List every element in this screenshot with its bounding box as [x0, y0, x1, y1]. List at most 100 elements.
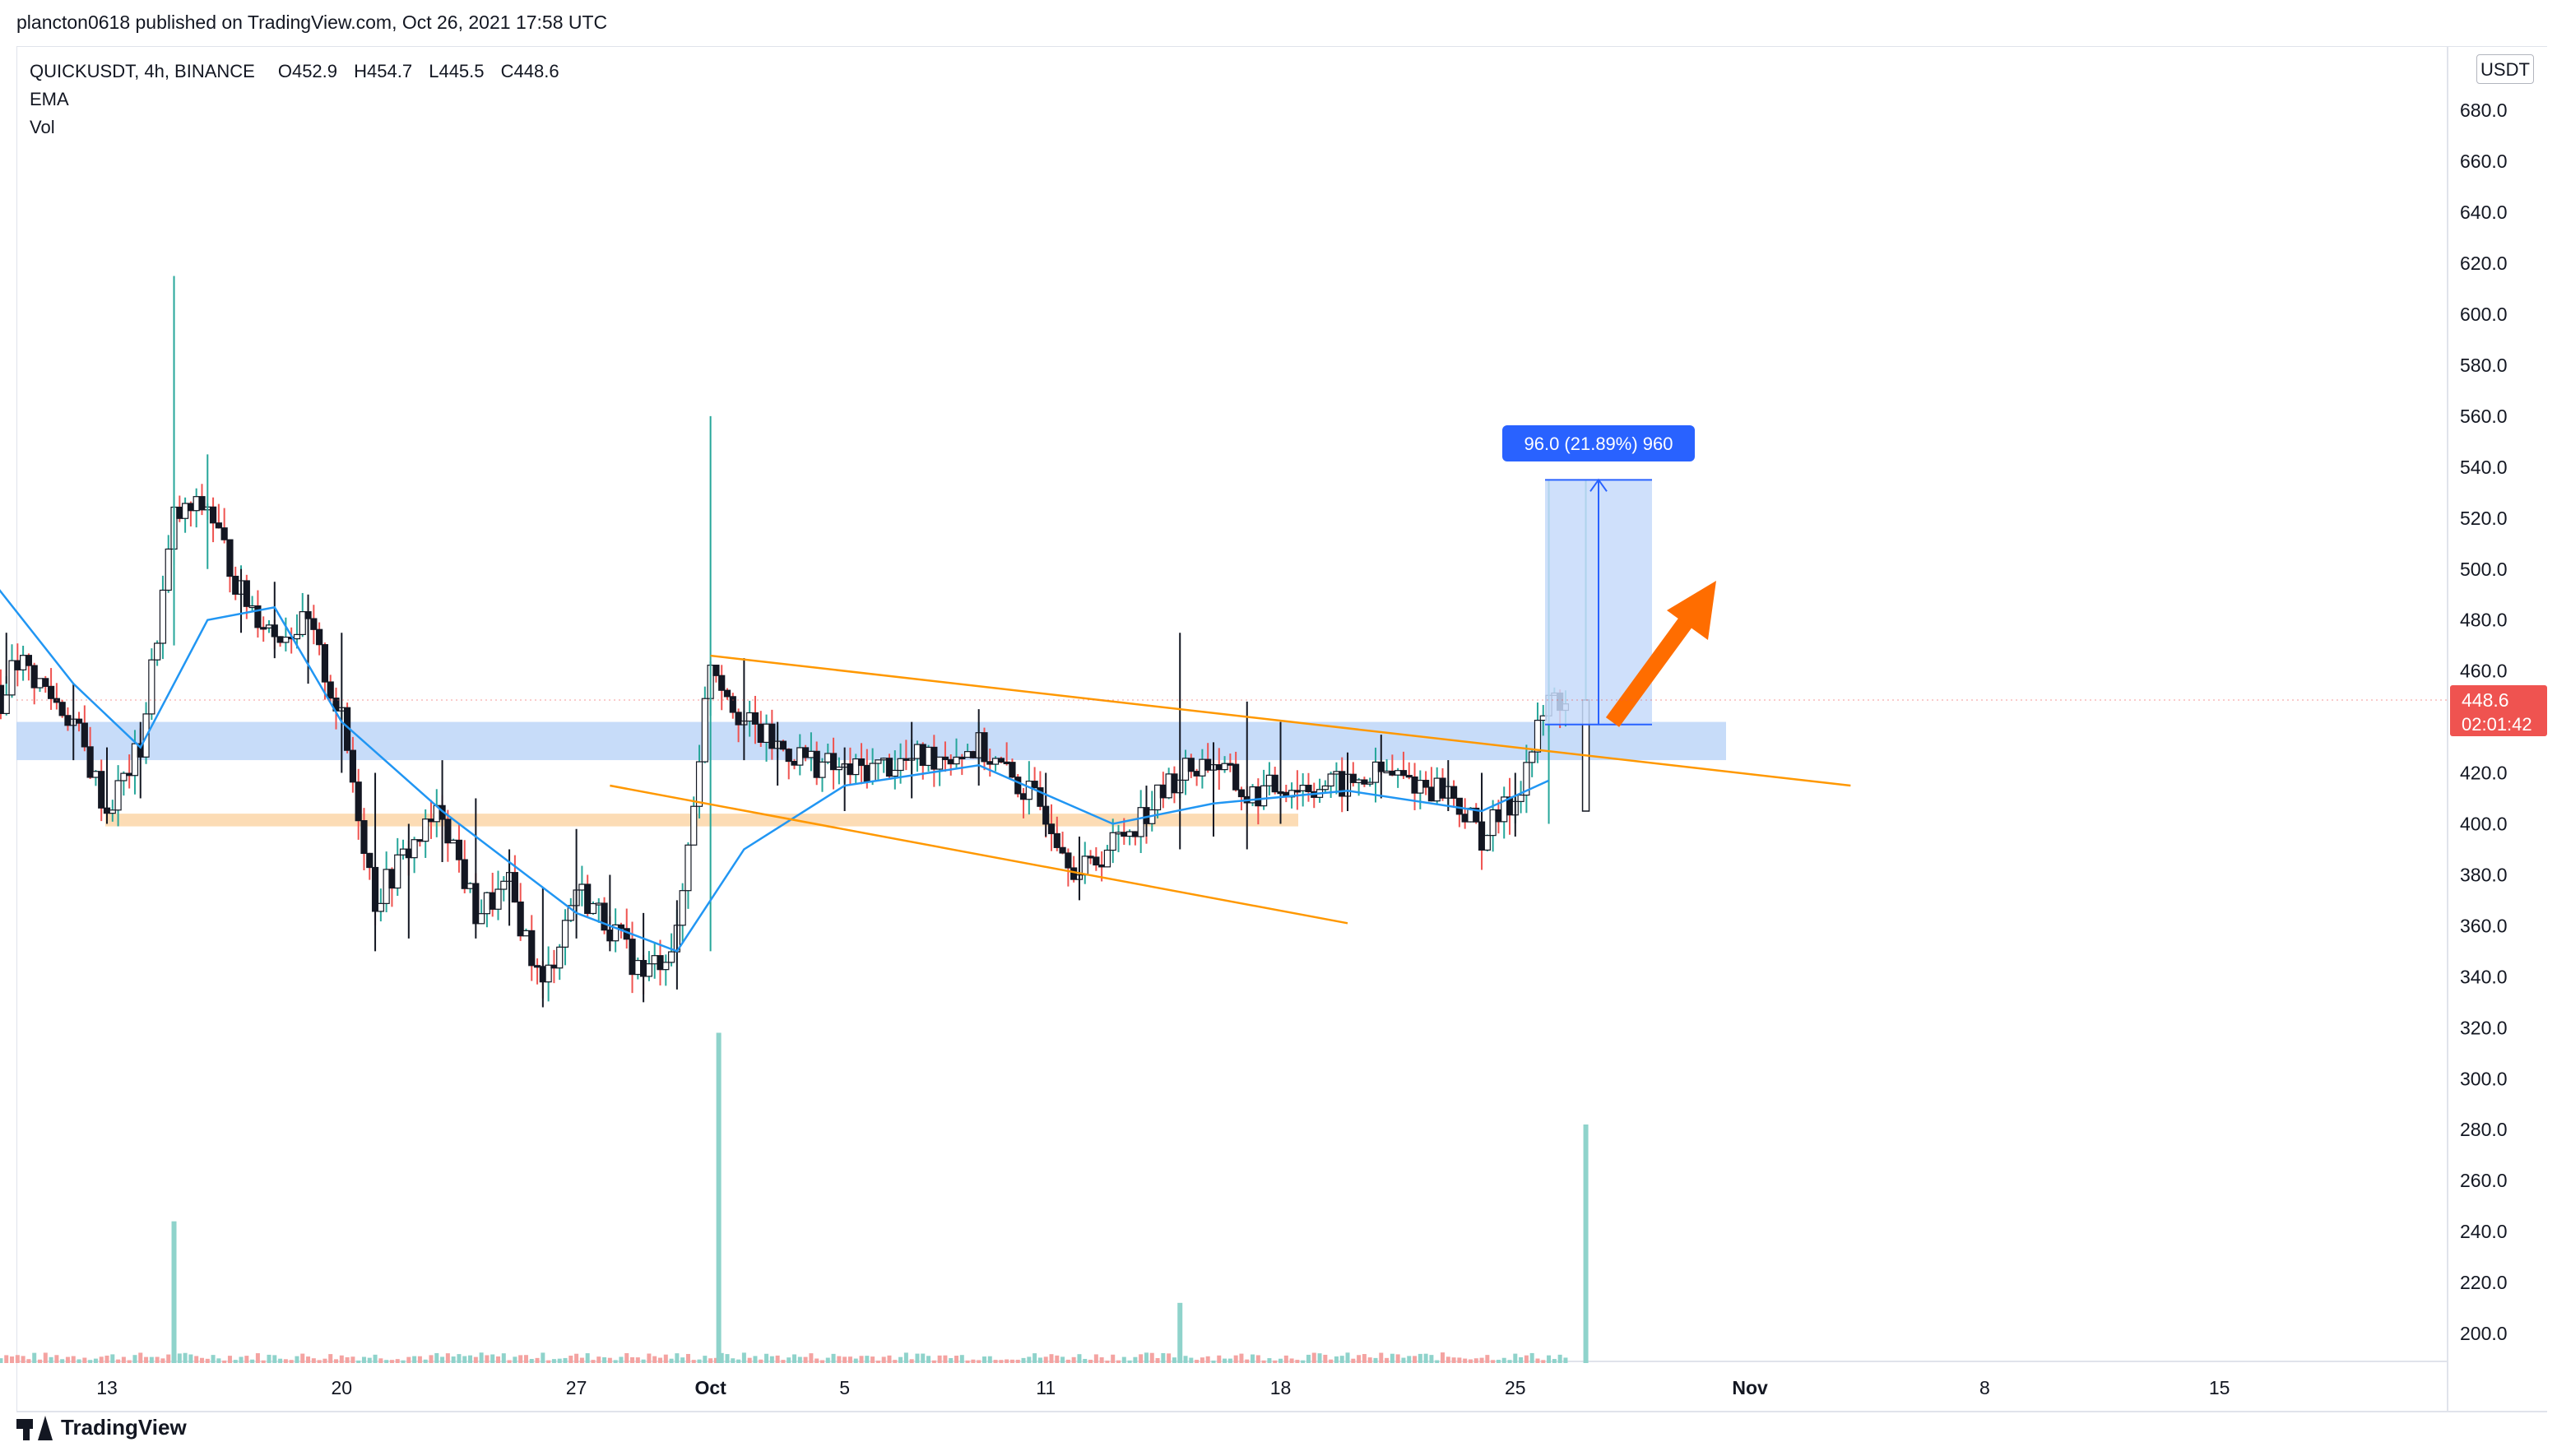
volume-bar	[971, 1359, 976, 1363]
bar-countdown: 02:01:42	[2462, 714, 2532, 735]
volume-bar	[1273, 1360, 1278, 1363]
volume-bar	[663, 1354, 668, 1363]
volume-bar	[1351, 1358, 1356, 1363]
candle-body	[813, 750, 820, 778]
currency-unit-button[interactable]: USDT	[2476, 54, 2534, 84]
volume-bar	[177, 1353, 182, 1363]
brand-name: TradingView	[61, 1415, 187, 1440]
candle-body	[1495, 809, 1502, 823]
candle-body	[567, 905, 574, 921]
candle-body	[109, 809, 116, 814]
candle-body	[316, 628, 323, 646]
bullish-arrow-head-icon	[1667, 581, 1716, 640]
volume-bar	[1479, 1357, 1484, 1363]
volume-indicator-label[interactable]: Vol	[30, 117, 55, 137]
volume-bar	[781, 1360, 786, 1363]
volume-bar	[423, 1359, 428, 1363]
tradingview-logo-icon	[16, 1415, 53, 1440]
candle-body	[276, 636, 284, 643]
ema-indicator-label[interactable]: EMA	[30, 89, 69, 109]
volume-bar	[77, 1359, 81, 1363]
volume-bar	[1323, 1354, 1328, 1363]
candle-body	[511, 872, 518, 903]
time-tick-label: 15	[2209, 1377, 2230, 1398]
candle-body	[1014, 777, 1022, 795]
candle-body	[92, 771, 100, 778]
candle-body	[1204, 758, 1212, 771]
volume-bar	[847, 1356, 852, 1363]
volume-bar	[898, 1356, 903, 1363]
volume-bar	[837, 1356, 842, 1363]
volume-bar	[1524, 1355, 1529, 1363]
candle-body	[478, 913, 485, 925]
volume-bar	[731, 1358, 736, 1363]
candle-body	[517, 901, 524, 937]
candle-body	[299, 611, 306, 636]
candle-body	[8, 660, 16, 696]
candle-body	[1327, 773, 1334, 787]
time-tick-label: 11	[1036, 1377, 1056, 1398]
ema-line	[0, 589, 1550, 953]
volume-bar	[1379, 1352, 1384, 1363]
volume-bar	[753, 1356, 758, 1363]
candle-body	[165, 548, 172, 591]
volume-bar	[993, 1360, 998, 1363]
volume-spike-bar	[1177, 1302, 1183, 1363]
candle-body	[941, 756, 949, 761]
volume-bar	[769, 1356, 774, 1363]
symbol-label[interactable]: QUICKUSDT, 4h, BINANCE	[30, 61, 255, 81]
volume-bar	[216, 1358, 221, 1363]
volume-bar	[1121, 1356, 1126, 1363]
volume-bar	[931, 1360, 936, 1363]
volume-bar	[1239, 1353, 1244, 1363]
volume-bar	[579, 1357, 584, 1363]
candle-body	[355, 781, 362, 822]
volume-bar	[4, 1355, 9, 1363]
volume-bar	[1105, 1360, 1110, 1363]
volume-bar	[787, 1357, 791, 1363]
candle-body	[1037, 787, 1044, 807]
candle-body	[187, 503, 194, 512]
candle-body	[75, 718, 83, 724]
volume-bar	[541, 1352, 545, 1363]
candle-body	[1199, 758, 1206, 777]
candle-body	[321, 644, 329, 683]
candle-body	[42, 678, 49, 688]
candle-body	[1221, 763, 1228, 771]
close-value: C448.6	[500, 61, 559, 81]
open-value: O452.9	[277, 61, 338, 81]
price-tick-label: 200.0	[2460, 1323, 2508, 1344]
candle-body	[735, 712, 742, 726]
volume-bar	[54, 1355, 59, 1363]
volume-bar	[1049, 1354, 1054, 1363]
volume-bar	[647, 1353, 652, 1363]
volume-bar	[1223, 1358, 1227, 1363]
volume-bar	[1329, 1359, 1334, 1363]
volume-bar	[127, 1360, 132, 1363]
last-price-value: 448.6	[2462, 689, 2509, 711]
volume-bar	[60, 1359, 65, 1363]
volume-bar	[1211, 1360, 1216, 1363]
volume-bar	[367, 1357, 372, 1363]
volume-bar	[155, 1356, 160, 1363]
volume-bar	[1440, 1352, 1445, 1363]
candle-body	[601, 902, 608, 931]
volume-bar	[949, 1358, 954, 1363]
candle-body	[444, 818, 452, 844]
candle-body	[657, 955, 664, 971]
price-tick-label: 240.0	[2460, 1221, 2508, 1242]
candle-body	[1439, 777, 1446, 799]
tradingview-footer: TradingView	[16, 1415, 187, 1440]
volume-bar	[551, 1359, 556, 1363]
price-tick-label: 400.0	[2460, 814, 2508, 835]
volume-bar	[513, 1356, 517, 1363]
candle-body	[282, 636, 290, 643]
volume-bar	[440, 1356, 445, 1363]
time-tick-label: 5	[839, 1377, 850, 1398]
volume-bar	[289, 1360, 294, 1363]
volume-bar	[557, 1358, 562, 1363]
volume-bar	[1507, 1360, 1512, 1363]
candle-body	[824, 753, 832, 763]
volume-bar	[563, 1357, 568, 1363]
